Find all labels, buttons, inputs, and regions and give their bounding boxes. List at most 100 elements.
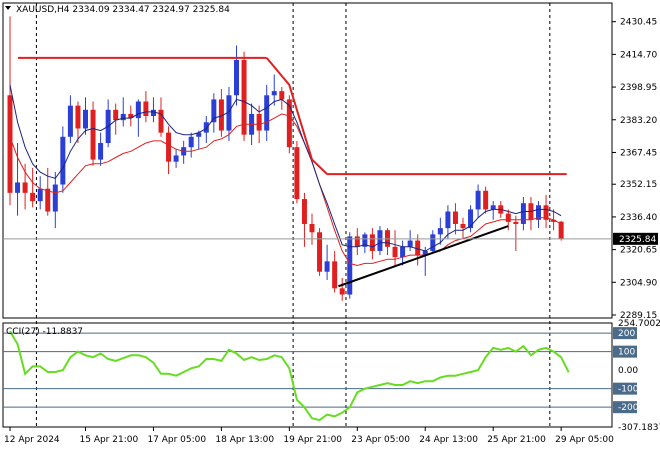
candle-body bbox=[188, 136, 194, 148]
candle bbox=[30, 167, 36, 208]
candle-body bbox=[52, 184, 58, 212]
candle-body bbox=[505, 213, 511, 222]
candle bbox=[347, 232, 353, 299]
candle-body bbox=[354, 236, 360, 247]
candle bbox=[113, 103, 119, 135]
cci-tick-label: 100 bbox=[618, 348, 635, 358]
cci-tick-label: 0.00 bbox=[618, 366, 638, 376]
candle bbox=[234, 45, 239, 106]
cci-level-tag bbox=[613, 345, 637, 358]
candle-body bbox=[422, 250, 428, 256]
candle-body bbox=[332, 261, 338, 289]
candle-body bbox=[430, 234, 436, 251]
candle-body bbox=[339, 288, 345, 295]
candle-body bbox=[392, 246, 398, 258]
cci-tick-label: -307.1837 bbox=[618, 423, 660, 433]
candle-body bbox=[158, 109, 164, 133]
candle-body bbox=[377, 230, 383, 251]
candle bbox=[173, 149, 179, 168]
cci-panel-frame bbox=[2, 322, 613, 428]
candle bbox=[105, 99, 111, 148]
candle bbox=[226, 86, 232, 141]
candle bbox=[188, 132, 194, 158]
slow-moving-average-line bbox=[9, 113, 562, 267]
candle-body bbox=[234, 59, 239, 96]
candle bbox=[241, 51, 247, 141]
candle-body bbox=[75, 105, 81, 129]
cci-level-tag bbox=[613, 327, 637, 340]
candle bbox=[475, 184, 481, 218]
candle bbox=[528, 196, 534, 231]
dropdown-triangle-icon[interactable] bbox=[5, 6, 11, 10]
candle-body bbox=[301, 199, 307, 224]
moving-averages bbox=[9, 84, 562, 267]
candle-body bbox=[45, 188, 51, 212]
candle-body bbox=[369, 234, 375, 251]
price-tick-label: 2304.90 bbox=[620, 278, 657, 288]
candle bbox=[377, 226, 383, 256]
candle bbox=[181, 140, 187, 164]
candle bbox=[362, 232, 368, 254]
candle-body bbox=[256, 113, 262, 131]
candle-body bbox=[150, 109, 156, 117]
candle bbox=[15, 143, 21, 216]
candle bbox=[60, 126, 66, 193]
candle bbox=[203, 116, 209, 144]
candle-body bbox=[445, 211, 451, 229]
price-tick-label: 2320.65 bbox=[620, 246, 657, 256]
candle-body bbox=[317, 232, 323, 272]
candle bbox=[37, 176, 43, 210]
candle bbox=[150, 97, 156, 123]
cci-tick-label: 200 bbox=[618, 329, 635, 339]
time-tick-label: 19 Apr 21:00 bbox=[283, 435, 342, 445]
candle bbox=[513, 215, 519, 251]
price-tick-label: 2414.70 bbox=[620, 50, 657, 60]
time-x-axis: 12 Apr 2024 15 Apr 21:00 17 Apr 05:00 18 Ap… bbox=[4, 427, 614, 445]
price-y-axis: 2430.45 2414.70 2398.95 2383.20 2367.45 2352.… bbox=[612, 18, 658, 321]
candle-body bbox=[271, 91, 277, 96]
candle-body bbox=[513, 221, 519, 224]
cci-panel-border bbox=[2, 322, 613, 428]
candle bbox=[430, 230, 436, 254]
candle-body bbox=[173, 155, 179, 162]
indicator-line: CCI(27) -11.8837 bbox=[6, 327, 83, 337]
price-tick-label: 2383.20 bbox=[620, 116, 657, 126]
candle bbox=[407, 230, 413, 251]
annotations bbox=[3, 56, 612, 288]
time-tick-label: 12 Apr 2024 bbox=[4, 435, 60, 445]
candle-body bbox=[347, 236, 353, 295]
candle bbox=[218, 89, 224, 137]
candle bbox=[490, 201, 496, 220]
candle bbox=[271, 74, 277, 106]
cci-level-tag bbox=[613, 401, 637, 414]
fast-moving-average-line bbox=[9, 84, 562, 252]
time-tick-label: 29 Apr 05:00 bbox=[555, 435, 614, 445]
current-price-label: 2325.84 bbox=[619, 235, 656, 245]
candle bbox=[483, 186, 489, 214]
price-panel-border bbox=[2, 2, 613, 319]
time-tick-label: 25 Apr 21:00 bbox=[487, 435, 546, 445]
candle bbox=[98, 132, 104, 166]
cci-level-tag bbox=[613, 382, 637, 395]
candle-body bbox=[475, 190, 481, 210]
candle-body bbox=[37, 188, 43, 202]
session-separators bbox=[35, 3, 551, 427]
candle-body bbox=[279, 91, 285, 100]
candle-body bbox=[90, 109, 96, 160]
candle-body bbox=[264, 95, 270, 131]
candle bbox=[286, 95, 292, 154]
resistance-drop-line bbox=[265, 57, 328, 175]
candle bbox=[196, 130, 202, 150]
candle bbox=[52, 172, 58, 229]
candle-body bbox=[128, 113, 134, 119]
candle bbox=[279, 86, 285, 110]
time-tick-label: 15 Apr 21:00 bbox=[80, 435, 139, 445]
candle bbox=[143, 91, 149, 123]
candle-body bbox=[98, 143, 104, 160]
candle bbox=[128, 105, 134, 127]
candle bbox=[22, 163, 28, 210]
candle bbox=[317, 228, 323, 276]
price-tick-label: 2289.15 bbox=[620, 311, 657, 321]
